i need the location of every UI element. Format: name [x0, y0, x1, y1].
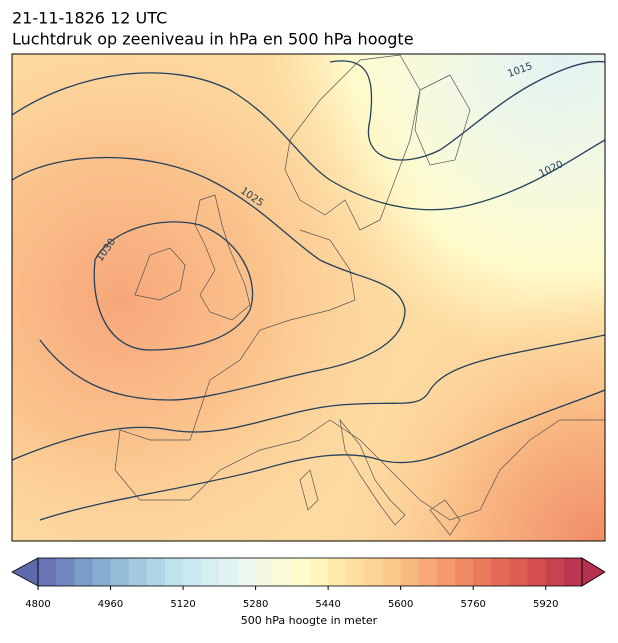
- subtitle: Luchtdruk op zeeniveau in hPa en 500 hPa…: [12, 30, 414, 49]
- colorbar-label: 500 hPa hoogte in meter: [241, 614, 378, 627]
- colorbar-box: [74, 558, 93, 586]
- colorbar-box: [364, 558, 384, 586]
- colorbar-tick-label: 4800: [25, 599, 50, 610]
- colorbar-box: [92, 558, 112, 586]
- colorbar-box: [201, 558, 220, 586]
- colorbar-box: [400, 558, 420, 586]
- colorbar-extend-over: [581, 557, 606, 587]
- map-frame: [11, 53, 606, 542]
- colorbar-box: [509, 558, 529, 586]
- colorbar-box: [291, 558, 311, 586]
- colorbar-box: [418, 558, 438, 586]
- colorbar-tick-label: 4960: [98, 599, 123, 610]
- field: [12, 54, 605, 541]
- colorbar-tick-label: 5760: [460, 599, 485, 610]
- colorbar-box: [255, 558, 275, 586]
- colorbar-box: [436, 558, 456, 586]
- colorbar-box: [491, 558, 510, 586]
- colorbar-box: [328, 558, 347, 586]
- colorbar-box: [527, 558, 547, 586]
- colorbar-box: [110, 558, 130, 586]
- title: 21-11-1826 12 UTC: [12, 9, 167, 28]
- colorbar-tick-label: 5280: [243, 599, 268, 610]
- colorbar-tick-label: 5440: [315, 599, 340, 610]
- colorbar-box: [56, 558, 75, 586]
- colorbar-box: [455, 558, 474, 586]
- coastlines: [114, 54, 605, 536]
- colorbar-box: [237, 558, 257, 586]
- colorbar-frame: [37, 557, 583, 587]
- colorbar-tick-label: 5120: [170, 599, 195, 610]
- colorbar-box: [164, 558, 184, 586]
- colorbar-box: [219, 558, 238, 586]
- colorbar-box: [382, 558, 402, 586]
- colorbar-box: [310, 558, 329, 586]
- colorbar-box: [563, 558, 583, 586]
- colorbar-box: [128, 558, 148, 586]
- colorbar-box: [545, 558, 565, 586]
- colorbar-tick-label: 5600: [388, 599, 413, 610]
- colorbar: 4800 4960 5120 5280 5440 5600 5760 5920: [11, 557, 606, 610]
- colorbar-box: [473, 558, 492, 586]
- colorbar-box: [346, 558, 365, 586]
- colorbar-box: [146, 558, 166, 586]
- colorbar-box: [38, 558, 57, 586]
- isobars: [12, 60, 605, 521]
- colorbar-extend-under: [11, 557, 39, 587]
- map: 1015 1020 1025 1030: [12, 54, 605, 541]
- colorbar-box: [273, 558, 293, 586]
- colorbar-tick-label: 5920: [533, 599, 558, 610]
- colorbar-box: [183, 558, 202, 586]
